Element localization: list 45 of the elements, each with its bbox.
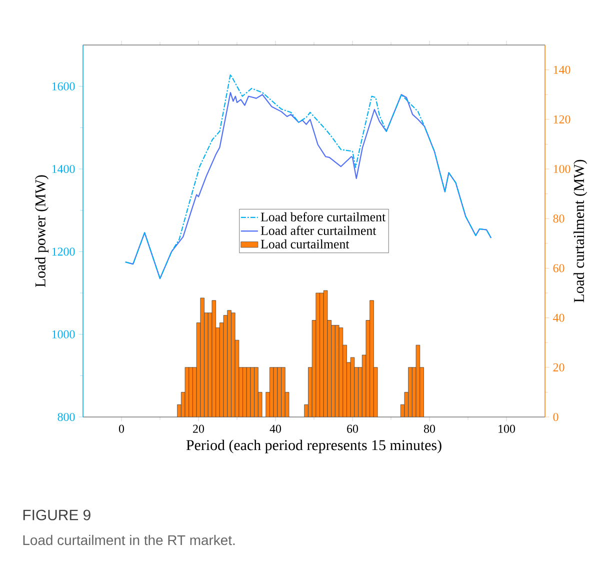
caption: FIGURE 9 bbox=[23, 510, 90, 520]
bar bbox=[188, 367, 193, 417]
y2-tick-label: 60 bbox=[553, 264, 564, 272]
bar bbox=[231, 312, 236, 417]
y2-tick-label: 140 bbox=[554, 66, 570, 74]
bar bbox=[320, 292, 324, 417]
y2-tick-label: 20 bbox=[553, 363, 564, 372]
y-tick-label: 1200 bbox=[52, 248, 75, 256]
bar bbox=[416, 344, 420, 417]
legend-label: Load after curtailment bbox=[260, 226, 376, 236]
y2-tick-label: 0 bbox=[553, 412, 558, 422]
bar bbox=[281, 367, 286, 417]
bar bbox=[227, 310, 232, 417]
bar bbox=[254, 367, 258, 417]
x-tick-label: 80 bbox=[424, 424, 436, 433]
y-tick-label: 1400 bbox=[52, 164, 75, 174]
x-tick-label: 60 bbox=[347, 424, 358, 433]
bar bbox=[408, 367, 412, 417]
x-axis-title: Period (each period represents 15 minutes) bbox=[186, 440, 442, 454]
bar bbox=[212, 300, 216, 417]
y-axis-title: Load power (MW) bbox=[34, 175, 48, 287]
x-tick-label: 0 bbox=[118, 424, 124, 433]
bar bbox=[200, 298, 204, 417]
y2-axis-title: Load curtailment (MW) bbox=[574, 160, 588, 302]
y2-tick-label: 120 bbox=[554, 115, 570, 124]
x-tick-label: 40 bbox=[270, 424, 282, 433]
y2-tick-label: 40 bbox=[553, 314, 564, 322]
y2-tick-label: 80 bbox=[553, 214, 564, 223]
bar bbox=[370, 300, 374, 417]
text: Load curtailment in the RT market. bbox=[23, 534, 235, 546]
bar bbox=[316, 292, 320, 417]
y2-tick-label: 100 bbox=[554, 164, 570, 174]
bar bbox=[242, 367, 247, 417]
x-tick-label: 100 bbox=[498, 424, 516, 433]
y-tick-label: 800 bbox=[58, 412, 75, 422]
legend-label: Load before curtailment bbox=[260, 212, 386, 222]
bar bbox=[338, 328, 344, 417]
y-tick-label: 1600 bbox=[52, 82, 75, 90]
bar bbox=[277, 367, 282, 417]
bar bbox=[250, 367, 255, 417]
legend-label: Load curtailment bbox=[260, 239, 350, 248]
y-tick-label: 1000 bbox=[52, 330, 75, 338]
bar bbox=[184, 367, 190, 417]
bar bbox=[270, 367, 274, 417]
x-tick-label: 20 bbox=[193, 424, 204, 433]
